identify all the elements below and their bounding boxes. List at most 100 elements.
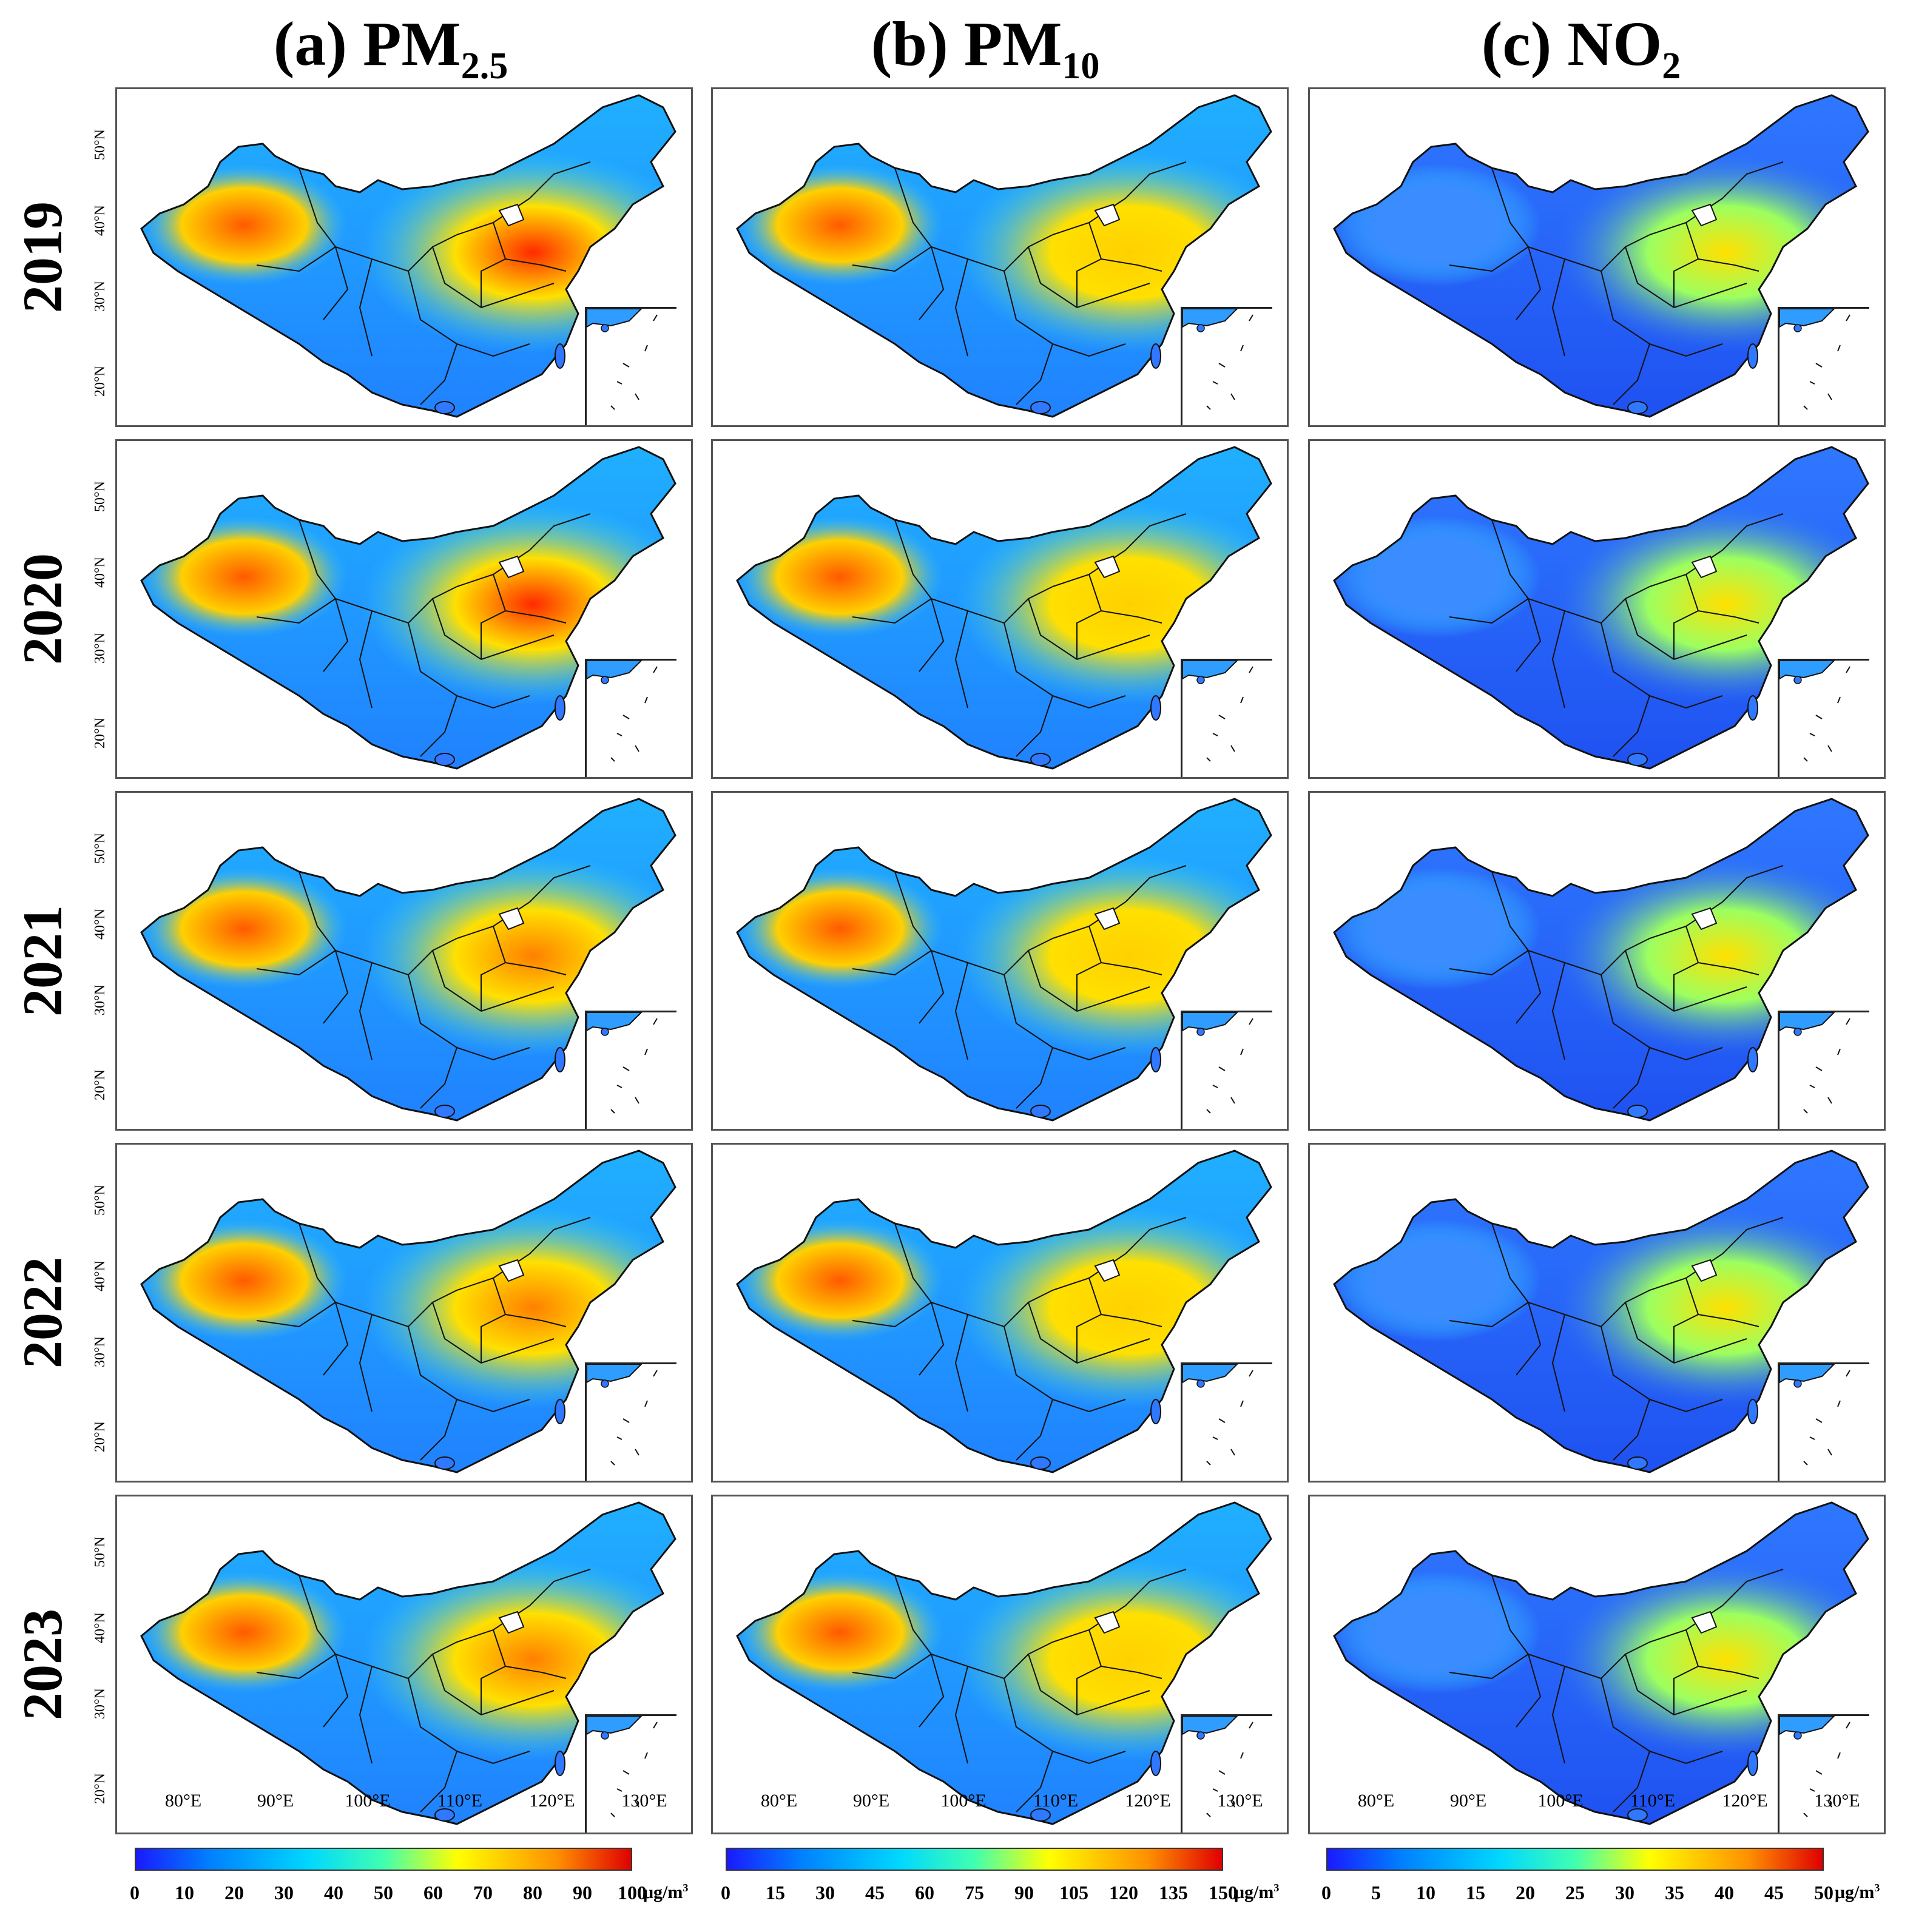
south-china-sea-inset — [585, 307, 676, 425]
south-china-sea-inset — [1181, 1362, 1272, 1481]
south-china-sea-inset — [1778, 1011, 1869, 1129]
title-subscript: 10 — [1062, 45, 1100, 87]
inset-svg — [587, 1364, 658, 1466]
year-label-2020: 2020 — [0, 439, 85, 779]
map-svg — [1333, 1149, 1869, 1473]
year-label-2021: 2021 — [0, 791, 85, 1131]
south-china-sea-inset — [585, 659, 676, 777]
title-subscript: 2.5 — [460, 45, 508, 87]
longitude-label: 120°E — [1722, 1791, 1768, 1811]
south-china-sea-inset — [585, 1714, 676, 1833]
inset-svg — [587, 661, 658, 762]
colorbar-tick-label: 20 — [224, 1882, 244, 1903]
year-text: 2019 — [12, 201, 73, 313]
colorbar-tick-label: 40 — [1715, 1882, 1734, 1903]
latitude-label: 30°N — [92, 1336, 108, 1367]
latitude-label: 50°N — [92, 1537, 108, 1567]
colorbar-tick-label: 0 — [130, 1882, 140, 1903]
colorbar-tick-label: 0 — [1321, 1882, 1331, 1903]
map-svg — [736, 1149, 1272, 1473]
longitude-label: 130°E — [1217, 1791, 1263, 1811]
latitude-label: 40°N — [92, 557, 108, 588]
colorbar-tick-label: 135 — [1159, 1882, 1188, 1903]
colorbar-tick-label: 5 — [1371, 1882, 1381, 1903]
map-panel-pm10-2020 — [711, 439, 1289, 779]
year-label-2022: 2022 — [0, 1143, 85, 1483]
longitude-label: 90°E — [1449, 1791, 1487, 1811]
colorbar-tick-label: 70 — [473, 1882, 493, 1903]
longitude-label: 110°E — [437, 1791, 483, 1811]
longitude-label: 120°E — [1125, 1791, 1171, 1811]
map-panel-pm10-2023 — [711, 1495, 1289, 1834]
title-text: (c) NO — [1481, 9, 1662, 79]
colorbar-tick-label: 15 — [766, 1882, 785, 1903]
colorbar-tick-label: 75 — [965, 1882, 984, 1903]
map-svg — [1333, 1501, 1869, 1825]
longitude-label: 110°E — [1033, 1791, 1079, 1811]
colorbar-tick-label: 60 — [423, 1882, 443, 1903]
map-panel-pm25-2021 — [115, 791, 693, 1131]
year-label-2023: 2023 — [0, 1495, 85, 1834]
map-panel-pm10-2022 — [711, 1143, 1289, 1483]
colorbar-tick-label: 35 — [1665, 1882, 1684, 1903]
colorbar-tick-label: 10 — [175, 1882, 194, 1903]
latitude-label: 20°N — [92, 718, 108, 749]
longitude-label: 130°E — [1814, 1791, 1860, 1811]
colorbar-tick-label: 45 — [865, 1882, 885, 1903]
map-panel-pm10-2021 — [711, 791, 1289, 1131]
column-title-pm10: (b) PM10 — [697, 5, 1274, 106]
map-panel-no2-2021 — [1308, 791, 1886, 1131]
south-china-sea-inset — [1181, 1011, 1272, 1129]
colorbar-tick-label: 15 — [1466, 1882, 1485, 1903]
inset-svg — [1182, 1716, 1253, 1817]
longitude-label: 110°E — [1630, 1791, 1676, 1811]
inset-svg — [1182, 309, 1253, 410]
colorbar-tick-label: 150 — [1209, 1882, 1238, 1903]
latitude-label: 50°N — [92, 833, 108, 864]
colorbar-unit: μg/m3 — [1835, 1882, 1880, 1902]
inset-svg — [587, 1716, 658, 1817]
longitude-label: 100°E — [345, 1791, 391, 1811]
longitude-label: 100°E — [1537, 1791, 1584, 1811]
map-panel-pm10-2019 — [711, 87, 1289, 427]
colorbar-pm10 — [726, 1848, 1223, 1871]
year-text: 2022 — [12, 1257, 73, 1368]
map-panel-no2-2019 — [1308, 87, 1886, 427]
longitude-label: 80°E — [1357, 1791, 1395, 1811]
longitude-label: 90°E — [257, 1791, 294, 1811]
colorbar-tick-label: 50 — [1814, 1882, 1833, 1903]
map-svg — [736, 94, 1272, 418]
colorbar-tick-label: 80 — [523, 1882, 542, 1903]
map-svg — [140, 94, 676, 418]
latitude-label: 20°N — [92, 1773, 108, 1804]
map-panel-pm25-2019 — [115, 87, 693, 427]
latitude-label: 40°N — [92, 1261, 108, 1291]
latitude-label: 40°N — [92, 1612, 108, 1643]
longitude-label: 80°E — [164, 1791, 202, 1811]
south-china-sea-inset — [1181, 659, 1272, 777]
inset-svg — [1182, 661, 1253, 762]
map-panel-no2-2023 — [1308, 1495, 1886, 1834]
south-china-sea-inset — [1181, 1714, 1272, 1833]
colorbar-tick-label: 50 — [374, 1882, 393, 1903]
latitude-label: 50°N — [92, 129, 108, 160]
map-panel-pm25-2022 — [115, 1143, 693, 1483]
south-china-sea-inset — [1181, 307, 1272, 425]
inset-svg — [1779, 1364, 1850, 1466]
colorbar-tick-label: 60 — [915, 1882, 934, 1903]
colorbar-pm25 — [135, 1848, 632, 1871]
latitude-label: 20°N — [92, 1069, 108, 1100]
longitude-label: 130°E — [621, 1791, 667, 1811]
latitude-label: 50°N — [92, 481, 108, 512]
map-panel-no2-2020 — [1308, 439, 1886, 779]
south-china-sea-inset — [1778, 1362, 1869, 1481]
colorbar-tick-label: 30 — [815, 1882, 835, 1903]
longitude-label: 80°E — [760, 1791, 798, 1811]
inset-svg — [1779, 1716, 1850, 1817]
south-china-sea-inset — [585, 1362, 676, 1481]
colorbar-tick-label: 20 — [1516, 1882, 1535, 1903]
map-panel-no2-2022 — [1308, 1143, 1886, 1483]
inset-svg — [587, 1012, 658, 1114]
inset-svg — [587, 309, 658, 410]
inset-svg — [1779, 661, 1850, 762]
